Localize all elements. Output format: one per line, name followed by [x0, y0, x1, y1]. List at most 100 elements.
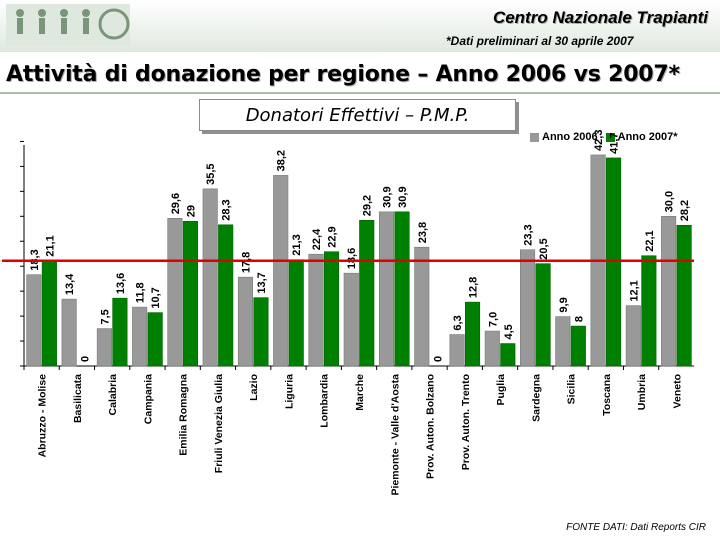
- bar-2007: [218, 224, 234, 367]
- bar-2006: [273, 175, 289, 367]
- title-divider: [0, 92, 720, 94]
- bar-2006: [167, 217, 183, 367]
- category-label: Umbria: [636, 374, 648, 410]
- bar-2006: [132, 306, 148, 367]
- bar-2006: [308, 253, 324, 367]
- bar-2007: [500, 343, 516, 367]
- category-label: Veneto: [671, 374, 683, 408]
- data-label: 23,3: [523, 224, 535, 245]
- legend-item-2007: Anno 2007*: [605, 131, 678, 143]
- data-label: 8: [573, 316, 585, 322]
- data-label: 22,1: [644, 230, 656, 251]
- bar-2006: [26, 274, 42, 367]
- data-label: 22,9: [326, 226, 338, 247]
- data-label: 30,9: [382, 186, 394, 207]
- chart-legend: Anno 2006 Anno 2007*: [530, 130, 686, 144]
- category-label: Puglia: [495, 374, 507, 406]
- bar-2007: [464, 301, 481, 367]
- preliminary-note: *Dati preliminari al 30 aprile 2007: [446, 34, 634, 48]
- category-label: Marche: [354, 374, 366, 411]
- data-label: 18,6: [346, 248, 358, 269]
- data-label: 28,2: [679, 200, 691, 221]
- bar-2006: [661, 216, 677, 367]
- bar-2007: [359, 219, 375, 367]
- category-label: Prov. Auton. Bolzano: [425, 374, 437, 479]
- legend-label-2007: Anno 2007*: [617, 131, 678, 143]
- bar-2006: [202, 188, 218, 367]
- data-label: 13,7: [256, 272, 268, 293]
- category-label: Sardegna: [530, 374, 542, 422]
- category-label: Friuli Venezia Giulia: [213, 374, 225, 473]
- bar-2006: [484, 330, 500, 367]
- data-label: 12,1: [628, 280, 640, 301]
- bar-2006: [520, 249, 536, 367]
- bar-2007: [147, 312, 163, 367]
- bar-2007: [641, 255, 657, 367]
- chart-subtitle: Donatori Effettivi – P.M.P.: [199, 99, 516, 131]
- category-label: Calabria: [107, 374, 119, 416]
- data-label: 12,8: [468, 277, 480, 298]
- data-label: 42,3: [593, 130, 605, 151]
- legend-label-2006: Anno 2006: [542, 131, 598, 143]
- bar-2006: [555, 316, 571, 367]
- bar-2007: [253, 297, 269, 367]
- data-label: 21,3: [291, 234, 303, 255]
- bar-2007: [182, 220, 198, 367]
- data-label: 0: [432, 356, 444, 362]
- data-label: 0: [80, 356, 92, 362]
- data-label: 30,0: [664, 191, 676, 212]
- data-label: 9,9: [558, 297, 570, 312]
- data-label: 23,8: [417, 222, 429, 243]
- data-label: 6,3: [452, 315, 464, 330]
- logo: [6, 4, 130, 46]
- bar-2007: [535, 263, 551, 367]
- data-label: 10,7: [150, 287, 162, 308]
- category-label: Sicilia: [566, 374, 578, 405]
- category-label: Liguria: [283, 374, 295, 409]
- data-label: 29,6: [170, 193, 182, 214]
- bar-2006: [96, 328, 112, 367]
- category-label: Lombardia: [319, 374, 331, 428]
- data-label: 38,2: [276, 150, 288, 171]
- bar-2006: [625, 305, 641, 367]
- data-source: FONTE DATI: Dati Reports CIR: [566, 522, 706, 533]
- bar-2006: [414, 246, 430, 367]
- data-label: 17,8: [240, 252, 252, 273]
- data-label: 41,7: [609, 132, 621, 153]
- chart-title: Attività di donazione per regione – Anno…: [6, 62, 680, 87]
- bar-2006: [237, 276, 254, 367]
- legend-item-2006: Anno 2006: [530, 131, 598, 143]
- data-label: 22,4: [311, 228, 323, 250]
- data-label: 20,5: [538, 238, 550, 259]
- data-label: 4,5: [503, 324, 515, 339]
- bar-2007: [288, 259, 304, 367]
- bar-2007: [112, 297, 128, 367]
- category-label: Basilicata: [72, 374, 84, 423]
- data-label: 30,9: [397, 186, 409, 207]
- bar-2006: [343, 272, 359, 367]
- legend-swatch-2006: [530, 132, 539, 142]
- category-label: Emilia Romagna: [178, 374, 190, 456]
- data-label: 13,4: [64, 273, 76, 295]
- category-label: Prov. Auton. Trento: [460, 374, 472, 470]
- category-label: Lazio: [248, 374, 260, 401]
- category-label: Toscana: [601, 374, 613, 416]
- bar-2006: [449, 334, 465, 367]
- bar-2006: [378, 211, 395, 367]
- data-label: 28,3: [221, 199, 233, 220]
- data-label: 7,5: [99, 309, 111, 324]
- data-label: 35,5: [205, 163, 217, 184]
- category-label: Piemonte - Valle d'Aosta: [389, 374, 401, 496]
- bar-2007: [41, 260, 57, 367]
- data-label: 11,8: [135, 282, 147, 303]
- category-label: Campania: [142, 374, 154, 424]
- organization-name: Centro Nazionale Trapianti: [492, 8, 708, 27]
- bar-2007: [570, 325, 586, 367]
- data-label: 7,0: [487, 312, 499, 327]
- legend-swatch-2007: [605, 132, 615, 142]
- bar-2007: [676, 224, 692, 367]
- data-label: 29: [185, 205, 197, 217]
- bar-2006: [61, 298, 77, 367]
- data-label: 21,1: [44, 235, 56, 256]
